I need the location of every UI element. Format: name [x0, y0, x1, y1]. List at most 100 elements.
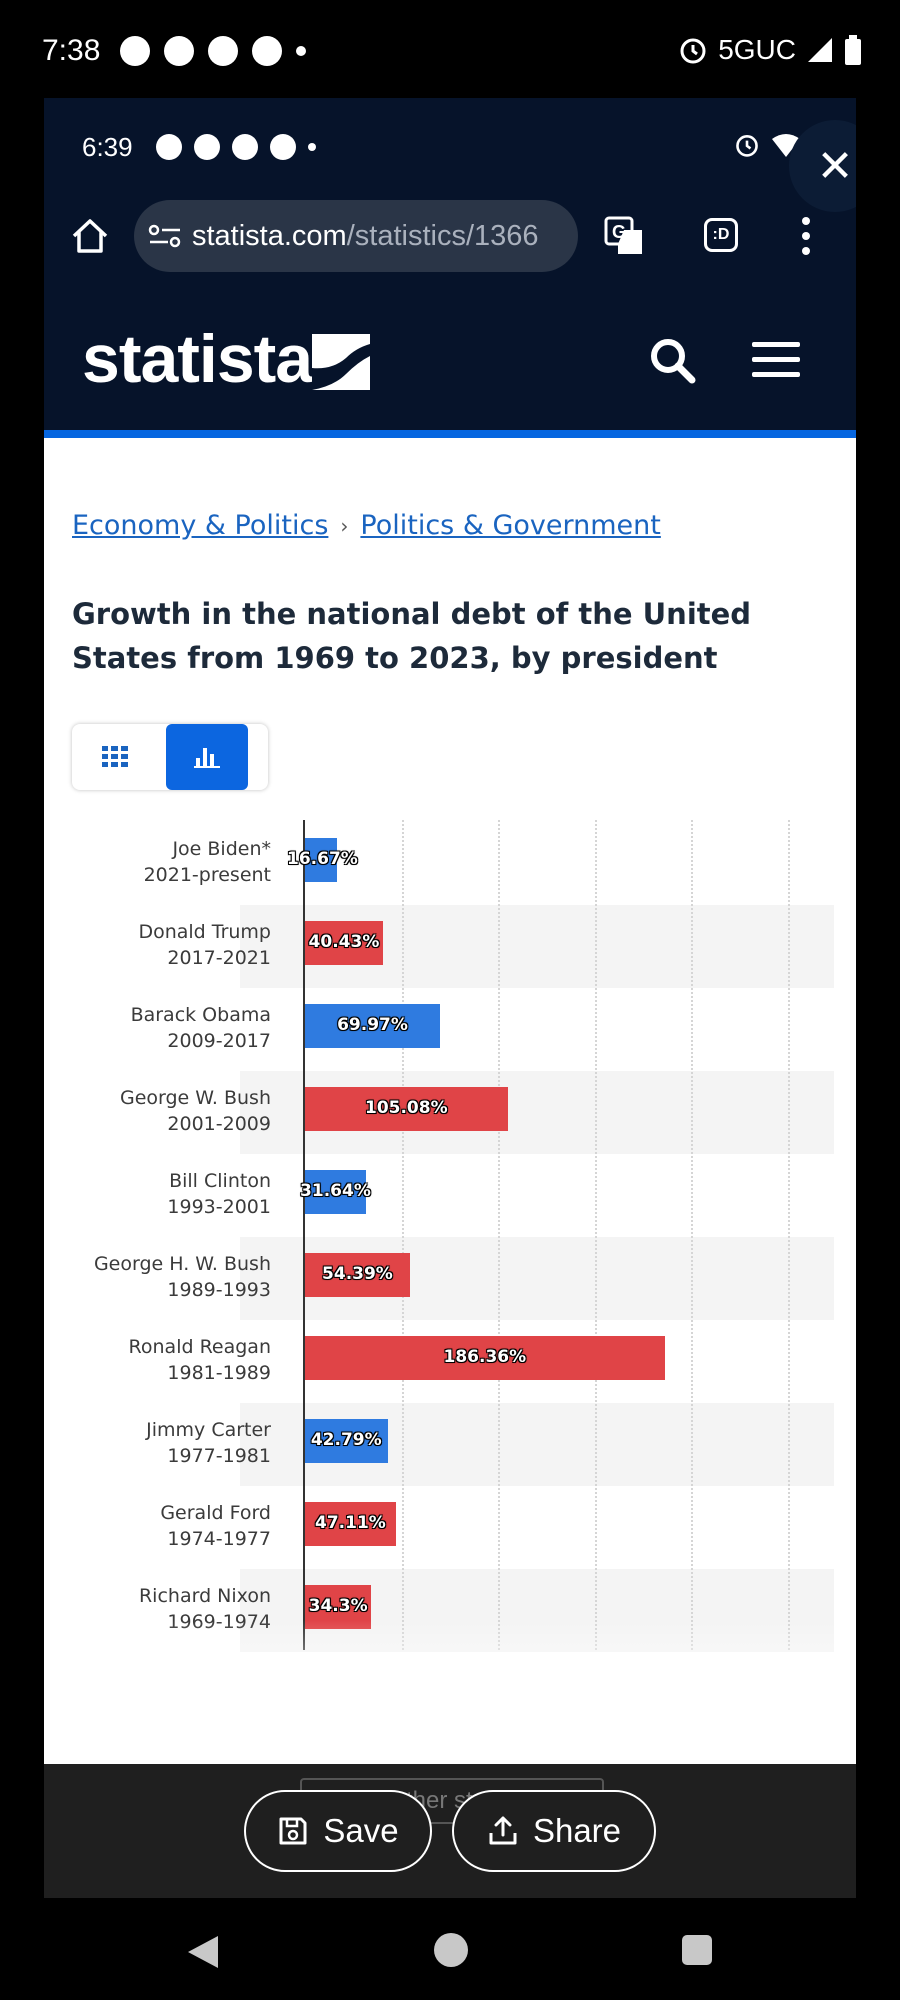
- gridline: [787, 820, 790, 1650]
- chat-icon: [120, 36, 150, 66]
- search-icon[interactable]: [648, 336, 696, 384]
- bar[interactable]: [305, 1336, 665, 1380]
- president-name: Bill Clinton: [169, 1170, 271, 1192]
- app-icon: [252, 36, 282, 66]
- chart-view-button[interactable]: [166, 724, 248, 790]
- breadcrumb-economy-politics[interactable]: Economy & Politics: [72, 510, 329, 541]
- bar[interactable]: [305, 1502, 396, 1546]
- gridline: [498, 820, 501, 1650]
- bar-value-label: 40.43%: [308, 932, 380, 952]
- bar-value-label: 54.39%: [322, 1264, 393, 1284]
- header-divider: [44, 430, 856, 438]
- debt-growth-chart: Joe Biden* 2021-present 16.67% Donald Trump…: [44, 820, 856, 1760]
- recents-nav-icon[interactable]: [682, 1935, 712, 1965]
- president-term: 2009-2017: [167, 1030, 271, 1052]
- president-name: Ronald Reagan: [128, 1336, 271, 1358]
- status-right: 5GUC: [678, 34, 862, 66]
- bar[interactable]: [305, 1419, 388, 1463]
- save-label: Save: [323, 1812, 399, 1849]
- chart-fade-overlay: [44, 1620, 856, 1680]
- share-button[interactable]: Share: [452, 1790, 656, 1872]
- site-settings-icon[interactable]: [148, 224, 182, 248]
- inner-status-time: 6:39: [82, 132, 133, 162]
- statista-logo-text[interactable]: statista: [82, 321, 313, 397]
- category-label: Joe Biden* 2021-present: [51, 836, 271, 888]
- president-name: Jimmy Carter: [146, 1419, 271, 1441]
- home-nav-icon[interactable]: [434, 1933, 468, 1967]
- president-term: 1974-1977: [167, 1528, 271, 1550]
- chat-icon: [232, 134, 258, 160]
- president-term: 1989-1993: [167, 1279, 271, 1301]
- facebook-icon: [156, 134, 182, 160]
- president-term: 2001-2009: [167, 1113, 271, 1135]
- url-path: /statistics/1366: [346, 219, 539, 252]
- bar-value-label: 16.67%: [287, 849, 358, 869]
- save-button[interactable]: Save: [244, 1790, 432, 1872]
- screenshot-preview: 6:39 ✕ statista.com/statistics/1366 G :D…: [44, 98, 856, 1898]
- president-term: 1993-2001: [167, 1196, 271, 1218]
- bar-value-label: 34.3%: [308, 1596, 368, 1616]
- president-term: 1981-1989: [167, 1362, 271, 1384]
- alarm-icon: [680, 38, 706, 64]
- statista-logo-icon[interactable]: [312, 334, 370, 390]
- y-axis-line: [303, 820, 305, 1650]
- gridline: [691, 820, 694, 1650]
- cell-signal-icon: [808, 38, 832, 62]
- chart-view-icon: [194, 748, 220, 768]
- translate-icon[interactable]: G: [604, 216, 644, 256]
- president-name: Barack Obama: [130, 1004, 271, 1026]
- president-name: Joe Biden*: [172, 838, 271, 860]
- back-nav-icon[interactable]: [186, 1934, 220, 1970]
- president-name: Gerald Ford: [160, 1502, 271, 1524]
- facebook-icon: [270, 134, 296, 160]
- president-term: 2021-present: [143, 864, 271, 886]
- close-button[interactable]: ✕: [789, 120, 856, 212]
- inner-notification-icons: [156, 134, 316, 160]
- president-name: George W. Bush: [119, 1087, 271, 1109]
- category-label: Jimmy Carter 1977-1981: [51, 1417, 271, 1469]
- messenger-icon: [194, 134, 220, 160]
- table-view-button[interactable]: [72, 724, 158, 790]
- table-view-icon: [102, 746, 128, 767]
- bar-value-label: 31.64%: [300, 1181, 371, 1201]
- notification-icons: [120, 34, 306, 68]
- share-label: Share: [532, 1812, 622, 1849]
- bottom-action-bar: [44, 1764, 856, 1898]
- category-label: Bill Clinton 1993-2001: [51, 1168, 271, 1220]
- category-label: George W. Bush 2001-2009: [51, 1085, 271, 1137]
- breadcrumb: Economy & Politics › Politics & Governme…: [72, 510, 661, 541]
- status-time: 7:38: [42, 34, 101, 67]
- breadcrumb-separator: ›: [340, 513, 349, 538]
- url-host: statista.com: [192, 219, 347, 252]
- network-label: 5GUC: [718, 34, 796, 65]
- president-term: 1977-1981: [167, 1445, 271, 1467]
- messenger-icon: [164, 36, 194, 66]
- alarm-icon: [736, 135, 758, 157]
- bar[interactable]: [305, 1087, 508, 1131]
- bar-value-label: 105.08%: [364, 1098, 448, 1118]
- bar-value-label: 186.36%: [443, 1347, 527, 1367]
- president-name: George H. W. Bush: [93, 1253, 271, 1275]
- category-label: Barack Obama 2009-2017: [51, 1002, 271, 1054]
- president-name: Richard Nixon: [138, 1585, 271, 1607]
- category-label: George H. W. Bush 1989-1993: [51, 1251, 271, 1303]
- bar[interactable]: [305, 1004, 441, 1048]
- bar[interactable]: [305, 838, 338, 882]
- bar[interactable]: [305, 1170, 367, 1214]
- reader-mode-icon[interactable]: :D: [704, 218, 738, 252]
- bar[interactable]: [305, 921, 384, 965]
- bar[interactable]: [305, 1253, 411, 1297]
- breadcrumb-politics-government[interactable]: Politics & Government: [360, 510, 661, 541]
- gridline: [594, 820, 597, 1650]
- more-dot-icon: [296, 46, 306, 56]
- bar-value-label: 69.97%: [337, 1015, 408, 1035]
- url-bar[interactable]: statista.com/statistics/1366: [134, 200, 578, 272]
- page-title: Growth in the national debt of the Unite…: [72, 597, 752, 675]
- gridline: [401, 820, 404, 1650]
- menu-icon[interactable]: [752, 340, 800, 380]
- share-icon: [489, 1816, 517, 1845]
- signal-icon: [208, 36, 238, 66]
- home-icon[interactable]: [70, 216, 110, 256]
- overflow-menu-icon[interactable]: [802, 216, 810, 256]
- more-dot-icon: [308, 143, 316, 151]
